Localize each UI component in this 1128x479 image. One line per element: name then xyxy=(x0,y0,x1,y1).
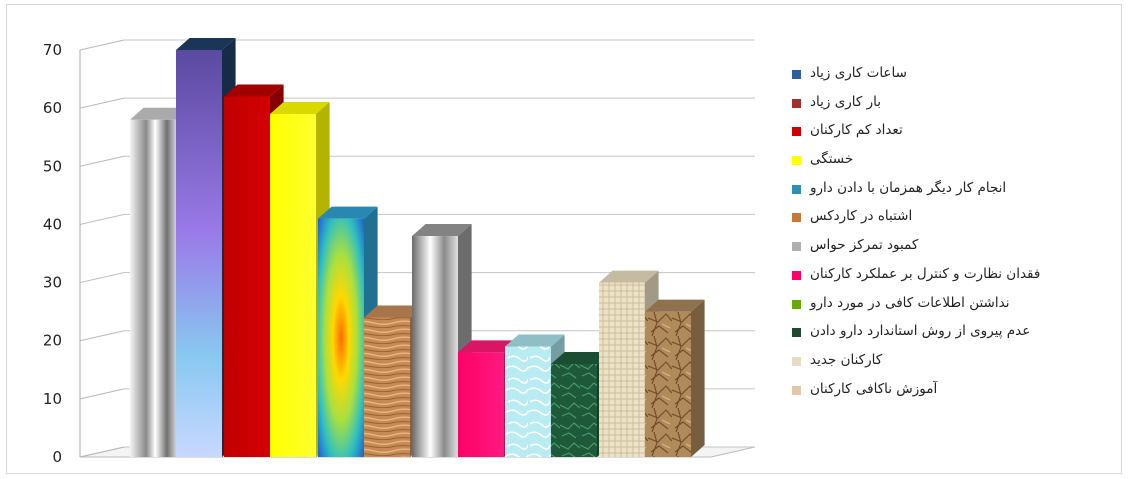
legend-label: کمبود تمرکز حواس xyxy=(810,237,919,254)
bar-front xyxy=(270,113,316,457)
y-tick-label: 50 xyxy=(43,157,62,175)
bar-top xyxy=(599,270,659,283)
legend-swatch xyxy=(792,270,801,280)
legend-label: اشتباه در کاردکس xyxy=(810,208,913,225)
bar-top xyxy=(318,206,378,219)
legend-label: بار کاری زیاد xyxy=(810,93,882,110)
gridline-depth xyxy=(79,39,125,51)
bar-top xyxy=(458,340,518,353)
gridline-depth xyxy=(79,213,125,225)
bar-front xyxy=(130,119,176,458)
bar-front xyxy=(599,282,645,457)
y-tick-label: 40 xyxy=(43,215,62,233)
legend-label: نداشتن اطلاعات کافی در مورد دارو xyxy=(810,294,1010,311)
y-tick-label: 60 xyxy=(43,99,62,117)
bar-side xyxy=(691,299,705,457)
bar xyxy=(505,334,565,457)
bar-front xyxy=(645,311,691,457)
legend-swatch xyxy=(792,156,801,166)
legend-item: عدم پیروی از روش استاندارد دارو دادن xyxy=(792,320,1112,349)
gridline-depth xyxy=(79,388,125,400)
legend-label: خستگی xyxy=(810,151,854,168)
bar-front xyxy=(505,346,551,457)
legend-item: انجام کار دیگر همزمان با دادن دارو xyxy=(792,177,1112,206)
bar-top xyxy=(412,224,472,237)
legend-item: اشتباه در کاردکس xyxy=(792,205,1112,234)
y-tick-label: 10 xyxy=(43,390,62,408)
bar-top xyxy=(364,305,424,318)
legend-label: فقدان نظارت و کنترل بر عملکرد کارکنان xyxy=(810,265,1041,282)
bar-front xyxy=(458,352,504,457)
legend-swatch xyxy=(792,385,801,395)
legend-swatch xyxy=(792,328,801,338)
legend-item: آموزش ناکافی کارکنان xyxy=(792,378,1112,407)
legend-swatch xyxy=(792,213,801,223)
legend-label: عدم پیروی از روش استاندارد دارو دادن xyxy=(810,323,1031,340)
bar-front xyxy=(176,50,222,457)
bar-top xyxy=(505,334,565,347)
bar-front xyxy=(318,218,364,457)
legend-swatch xyxy=(792,127,801,137)
y-tick-label: 0 xyxy=(52,448,62,466)
gridline-depth xyxy=(79,446,125,458)
legend-label: آموزش ناکافی کارکنان xyxy=(810,380,938,397)
y-axis: 0 10 20 30 40 50 60 70 xyxy=(43,41,81,466)
legend-label: انجام کار دیگر همزمان با دادن دارو xyxy=(810,179,1007,196)
legend-item: کارکنان جدید xyxy=(792,349,1112,378)
bar-layer xyxy=(130,38,705,458)
legend-item: نداشتن اطلاعات کافی در مورد دارو xyxy=(792,292,1112,321)
bar-top xyxy=(224,84,284,97)
gridline-depth xyxy=(79,330,125,342)
bar-front xyxy=(412,236,458,457)
legend-item: خستگی xyxy=(792,148,1112,177)
y-tick-label: 70 xyxy=(43,41,62,59)
column-chart: 0 10 20 30 40 50 60 70 xyxy=(43,38,756,466)
gridline-depth xyxy=(79,155,125,167)
y-tick-label: 30 xyxy=(43,274,62,292)
legend-swatch xyxy=(792,98,801,108)
gridline-depth xyxy=(79,272,125,284)
legend-label: تعداد کم کارکنان xyxy=(810,122,903,139)
legend-swatch xyxy=(792,242,801,252)
legend-swatch xyxy=(792,356,801,366)
legend-item: ساعات کاری زیاد xyxy=(792,62,1112,91)
legend-label: کارکنان جدید xyxy=(810,351,883,368)
bar-top xyxy=(270,101,330,114)
bar-top xyxy=(645,299,705,312)
bar-front xyxy=(364,317,410,457)
legend-swatch xyxy=(792,70,801,79)
bar-top xyxy=(130,107,190,120)
legend-item: کمبود تمرکز حواس xyxy=(792,234,1112,263)
legend-swatch xyxy=(792,299,801,309)
legend-item: تعداد کم کارکنان xyxy=(792,119,1112,148)
bar xyxy=(645,299,705,457)
bar-front xyxy=(224,96,270,457)
legend-item: فقدان نظارت و کنترل بر عملکرد کارکنان xyxy=(792,263,1112,292)
gridline-depth xyxy=(79,97,125,109)
bar-top xyxy=(551,351,611,364)
y-tick-label: 20 xyxy=(43,332,62,350)
bar-top xyxy=(176,38,236,50)
legend-swatch xyxy=(792,184,801,194)
bar-front xyxy=(551,363,597,457)
legend: ساعات کاری زیاد بار کاری زیاد تعداد کم کار… xyxy=(792,62,1112,406)
legend-item: بار کاری زیاد xyxy=(792,91,1112,120)
legend-label: ساعات کاری زیاد xyxy=(810,65,907,81)
